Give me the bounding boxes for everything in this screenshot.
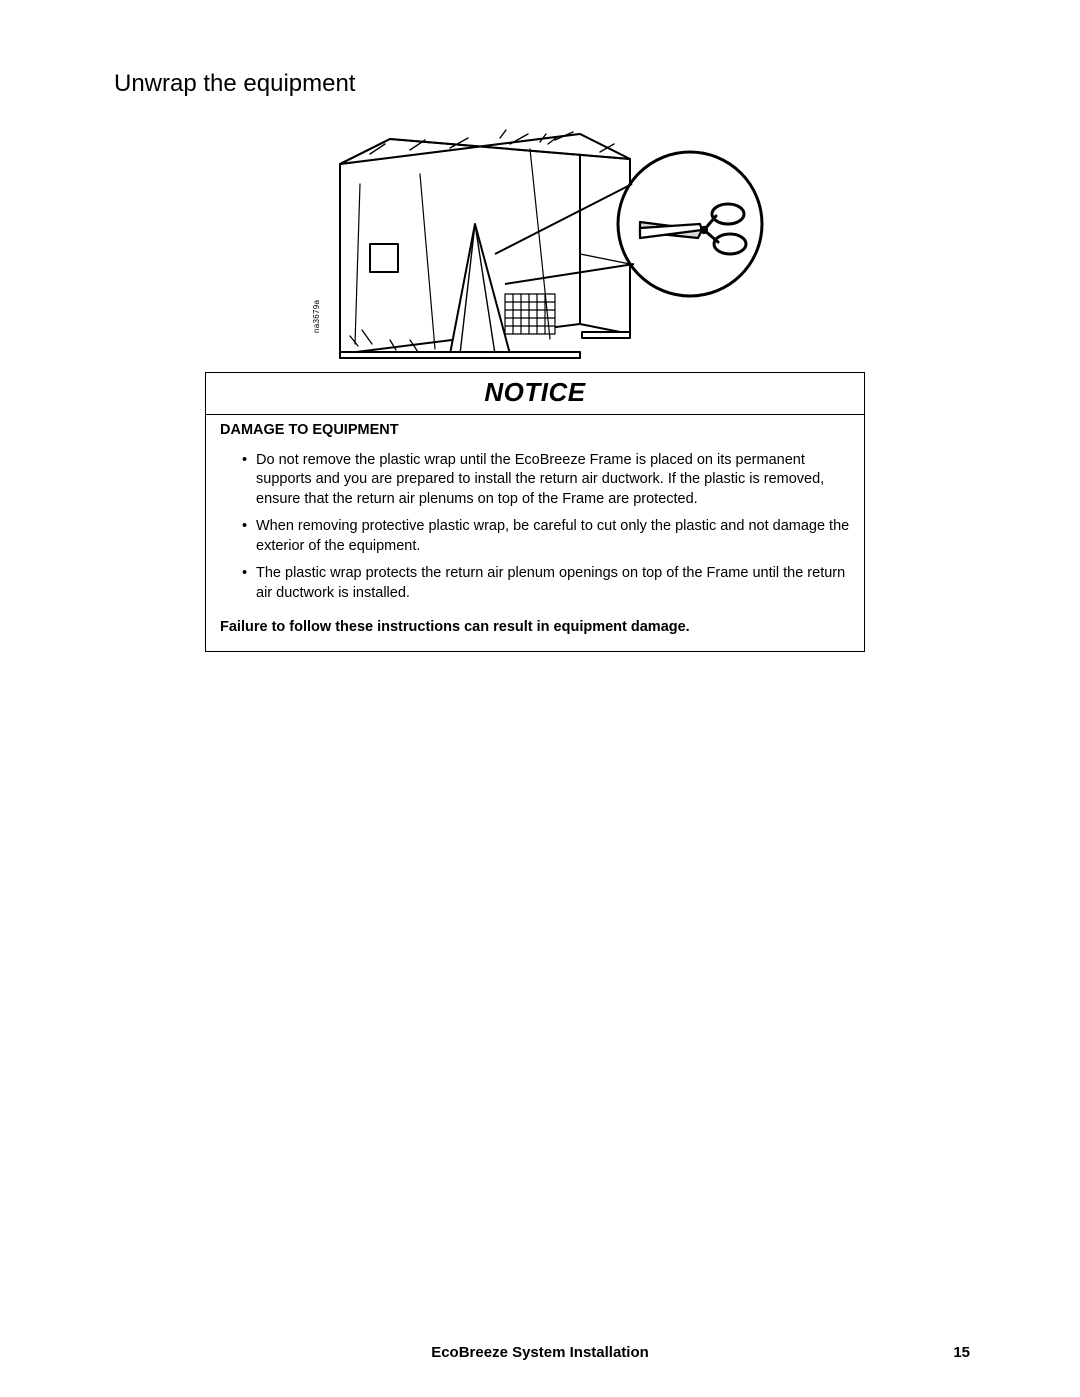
unwrap-figure: na3679a [300, 104, 780, 364]
notice-bullet: Do not remove the plastic wrap until the… [242, 451, 850, 510]
footer-title: EcoBreeze System Installation [110, 1344, 970, 1361]
notice-box: NOTICE DAMAGE TO EQUIPMENT Do not remove… [205, 372, 865, 652]
notice-bullet: When removing protective plastic wrap, b… [242, 517, 850, 556]
notice-subheading: DAMAGE TO EQUIPMENT [220, 421, 850, 441]
notice-bullet-list: Do not remove the plastic wrap until the… [220, 451, 850, 604]
footer-page-number: 15 [953, 1344, 970, 1361]
notice-heading: NOTICE [484, 377, 585, 407]
section-title: Unwrap the equipment [114, 70, 970, 98]
notice-consequence: Failure to follow these instructions can… [220, 618, 850, 638]
notice-bullet: The plastic wrap protects the return air… [242, 564, 850, 603]
document-page: Unwrap the equipment [0, 0, 1080, 1397]
notice-body: DAMAGE TO EQUIPMENT Do not remove the pl… [206, 415, 864, 651]
page-footer: EcoBreeze System Installation 15 [0, 1344, 1080, 1361]
notice-heading-bar: NOTICE [206, 373, 864, 415]
equipment-illustration [300, 104, 780, 364]
figure-id-label: na3679a [312, 300, 321, 333]
